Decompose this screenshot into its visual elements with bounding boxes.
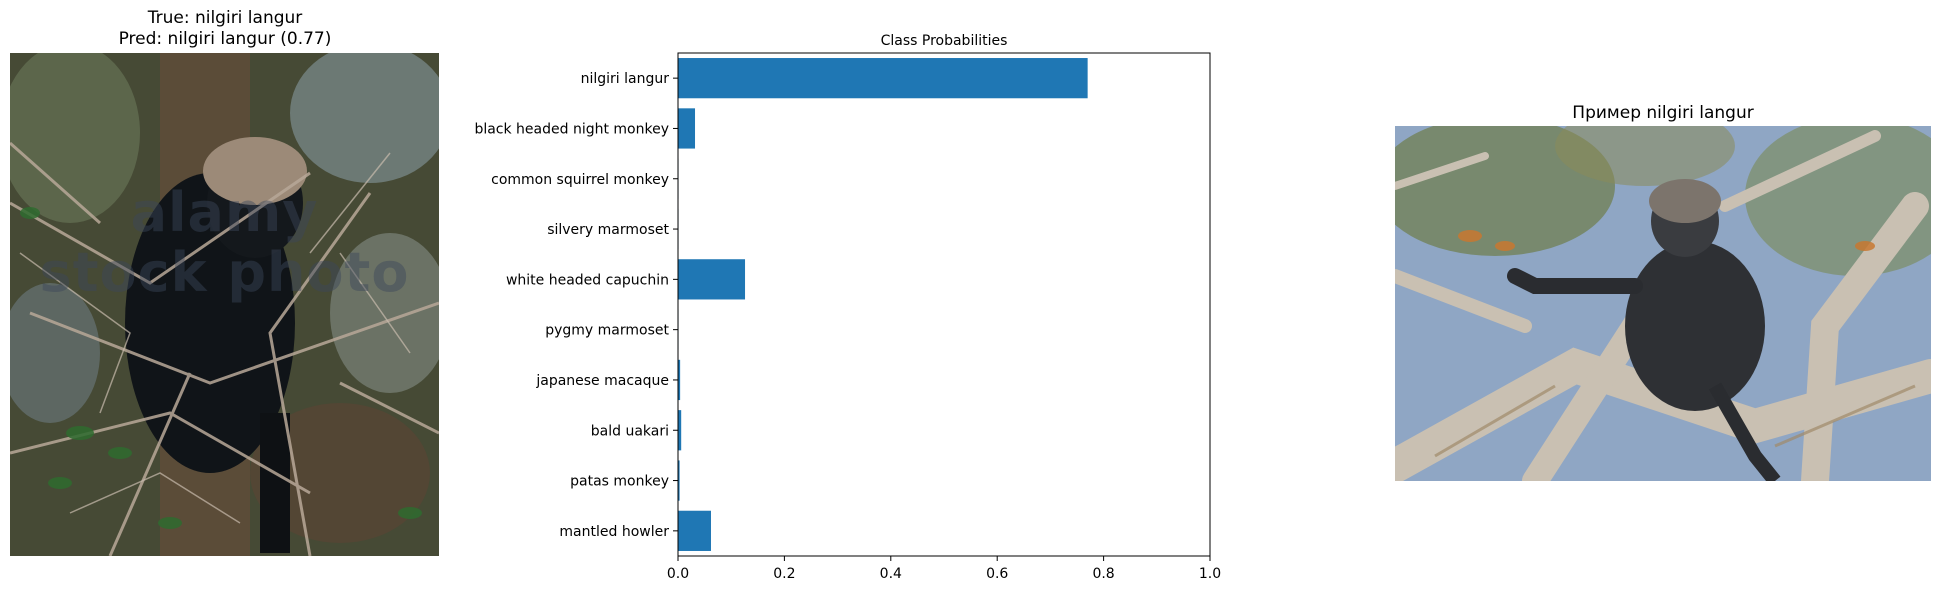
bar-8 [678,460,680,501]
bar-9 [678,510,711,551]
xtick-label-5: 1.0 [1199,566,1221,582]
ytick-label-8: patas monkey [570,474,669,490]
ytick-label-4: white headed capuchin [506,272,669,288]
ytick-label-0: nilgiri langur [581,71,670,87]
ytick-label-3: silvery marmoset [547,222,669,238]
example-photo [1395,126,1931,481]
bar-0 [678,58,1088,99]
monkey-photo-illustration [10,53,439,556]
xtick-label-3: 0.6 [986,566,1008,582]
input-photo: alamy stock photo [10,53,439,556]
ytick-label-5: pygmy marmoset [545,323,669,339]
ytick-label-1: black headed night monkey [474,121,669,137]
example-monkey-photo-illustration [1395,126,1931,481]
xtick-label-2: 0.4 [880,566,902,582]
ytick-label-7: bald uakari [591,423,669,439]
watermark: alamy stock photo [10,183,439,303]
bar-4 [678,259,746,300]
ytick-label-2: common squirrel monkey [491,172,669,188]
xtick-label-4: 0.8 [1092,566,1114,582]
chart-title: Class Probabilities [881,33,1008,49]
true-label: True: nilgiri langur [147,8,303,28]
bar-6 [678,359,681,401]
watermark-line-1: alamy [130,181,319,244]
bar-1 [678,108,696,149]
example-image-title: Пример nilgiri langur [1572,103,1754,123]
xtick-label-0: 0.0 [667,566,689,582]
watermark-line-2: stock photo [39,241,410,304]
pred-label: Pred: nilgiri langur (0.77) [118,29,332,49]
left-image-title: True: nilgiri langur Pred: nilgiri langu… [10,8,440,50]
plot-frame [677,52,1211,557]
ytick-label-9: mantled howler [559,524,669,540]
xtick-label-1: 0.2 [773,566,795,582]
bar-7 [678,410,682,451]
ytick-label-6: japanese macaque [535,373,669,389]
